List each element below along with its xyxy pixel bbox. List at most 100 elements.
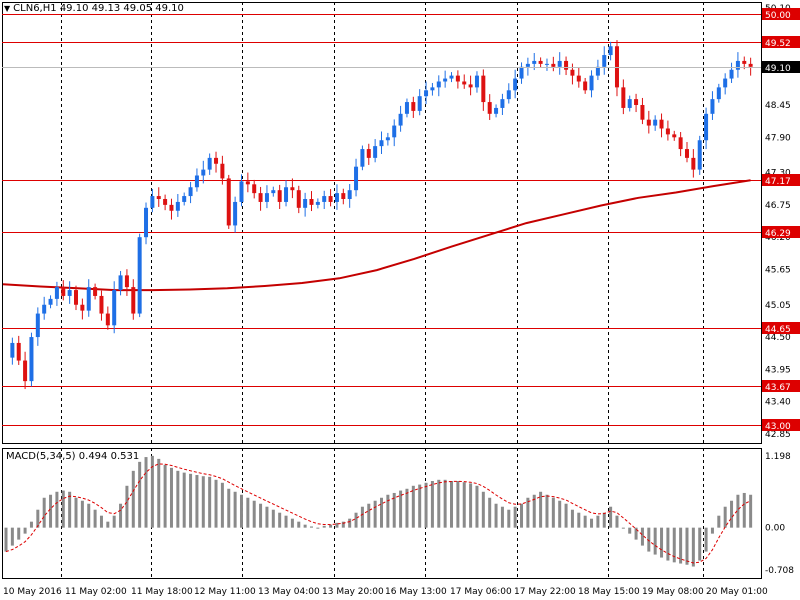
candle-bear bbox=[551, 63, 556, 67]
macd-bar bbox=[500, 506, 504, 528]
candle-bear bbox=[455, 75, 460, 82]
candle-bull bbox=[398, 113, 403, 126]
candle-bear bbox=[290, 187, 295, 191]
y-tick-label: 46.75 bbox=[765, 201, 791, 211]
candle-bull bbox=[474, 75, 479, 88]
candle-bear bbox=[366, 149, 371, 158]
candle-bull bbox=[271, 190, 276, 194]
level-tag bbox=[762, 226, 800, 238]
macd-bar bbox=[532, 494, 536, 528]
macd-bar bbox=[615, 515, 619, 528]
macd-bar bbox=[354, 512, 358, 528]
x-tick-label: 11 May 18:00 bbox=[131, 587, 193, 597]
macd-bar bbox=[596, 515, 600, 528]
candle-bear bbox=[105, 313, 110, 326]
candle-bear bbox=[16, 342, 21, 361]
candle-bull bbox=[519, 66, 524, 79]
macd-bar bbox=[10, 527, 14, 546]
candle-bear bbox=[742, 60, 747, 64]
macd-bar bbox=[144, 457, 148, 528]
price-axis: 50.1049.5249.1048.4547.9047.3046.7546.20… bbox=[2, 4, 800, 440]
candle-bull bbox=[201, 169, 206, 176]
candle-bull bbox=[354, 166, 359, 191]
macd-bar bbox=[42, 497, 46, 528]
macd-bar bbox=[577, 512, 581, 528]
dropdown-triangle-icon[interactable]: ▼ bbox=[4, 4, 11, 13]
macd-bar bbox=[513, 506, 517, 528]
candle-bear bbox=[640, 105, 645, 120]
macd-bar bbox=[691, 527, 695, 567]
candle-bull bbox=[360, 149, 365, 167]
macd-bar bbox=[360, 506, 364, 528]
macd-bar bbox=[125, 485, 129, 528]
macd-bar bbox=[169, 467, 173, 528]
candle-bear bbox=[80, 304, 85, 311]
candle-bear bbox=[646, 119, 651, 126]
level-tag bbox=[762, 419, 800, 431]
candle-bull bbox=[315, 201, 320, 205]
macd-values: 0.494 0.531 bbox=[78, 451, 140, 462]
macd-bar bbox=[558, 500, 562, 528]
level-tag-label: 50.00 bbox=[765, 11, 791, 21]
macd-bar bbox=[182, 472, 186, 528]
macd-tick-label: 0.00 bbox=[765, 524, 785, 534]
candle-bull bbox=[627, 99, 632, 108]
macd-bar bbox=[685, 527, 689, 565]
macd-bar bbox=[233, 491, 237, 528]
y-tick-label: 42.85 bbox=[765, 430, 791, 440]
candle-bear bbox=[169, 204, 174, 211]
candle-bull bbox=[602, 55, 607, 67]
macd-bar bbox=[704, 527, 708, 552]
macd-bar bbox=[405, 488, 409, 528]
macd-bar bbox=[239, 494, 243, 528]
macd-bar bbox=[430, 481, 434, 528]
macd-bar bbox=[329, 524, 333, 528]
x-tick-label: 13 May 20:00 bbox=[322, 587, 384, 597]
candle-bull bbox=[506, 90, 511, 100]
macd-bar bbox=[570, 509, 574, 528]
candle-bear bbox=[570, 69, 575, 76]
candle-bear bbox=[328, 196, 333, 202]
macd-bar bbox=[730, 500, 734, 528]
macd-bar bbox=[386, 494, 390, 528]
candle-bear bbox=[684, 149, 689, 158]
macd-bar bbox=[481, 491, 485, 528]
macd-bar bbox=[494, 503, 498, 528]
macd-bar bbox=[545, 494, 549, 528]
candle-bull bbox=[697, 140, 702, 170]
y-tick-label: 43.40 bbox=[765, 398, 791, 408]
x-tick-label: 13 May 04:00 bbox=[258, 587, 320, 597]
candle-bear bbox=[163, 199, 168, 205]
current-price-label: 49.10 bbox=[765, 64, 791, 74]
candle-bear bbox=[665, 128, 670, 135]
x-tick-label: 17 May 22:00 bbox=[514, 587, 576, 597]
candle-bear bbox=[583, 81, 588, 91]
macd-bar bbox=[736, 494, 740, 528]
x-tick-label: 20 May 01:00 bbox=[706, 587, 768, 597]
macd-bar bbox=[252, 500, 256, 528]
macd-bar bbox=[634, 527, 638, 540]
macd-bar bbox=[348, 518, 352, 528]
macd-histogram bbox=[4, 455, 753, 567]
y-tick-label: 47.90 bbox=[765, 133, 791, 143]
macd-bar bbox=[653, 527, 657, 555]
candle-bear bbox=[214, 157, 219, 164]
macd-bar bbox=[80, 500, 84, 528]
macd-bar bbox=[450, 481, 454, 528]
candle-bull bbox=[430, 87, 435, 91]
chart-frames bbox=[2, 2, 762, 579]
level-tag-label: 46.29 bbox=[765, 229, 791, 239]
macd-bar bbox=[316, 527, 320, 529]
horizontal-levels bbox=[2, 14, 761, 426]
macd-bar bbox=[443, 479, 447, 528]
candle-bear bbox=[277, 190, 282, 202]
candle-bull bbox=[207, 157, 212, 170]
macd-bar bbox=[29, 521, 33, 528]
candle-bear bbox=[226, 178, 231, 226]
candle-bull bbox=[379, 140, 384, 147]
macd-bar bbox=[539, 491, 543, 528]
candle-bull bbox=[424, 90, 429, 97]
y-tick-label: 45.65 bbox=[765, 266, 791, 276]
candle-bear bbox=[672, 134, 677, 138]
macd-bar bbox=[36, 509, 40, 528]
